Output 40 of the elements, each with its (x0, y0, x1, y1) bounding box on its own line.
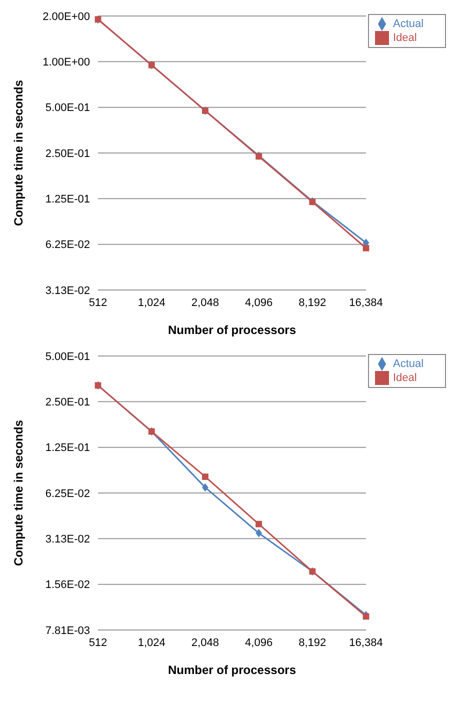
y-tick-label: 5.00E-01 (45, 350, 90, 363)
legend-label: Actual (393, 358, 424, 370)
legend-label: Ideal (393, 372, 417, 384)
y-tick-label: 1.56E-02 (45, 579, 90, 592)
x-tick-label: 512 (88, 636, 108, 649)
y-tick-label: 6.25E-02 (45, 488, 90, 500)
x-tick-label: 4,096 (245, 296, 273, 309)
y-tick-label: 7.81E-03 (45, 624, 90, 637)
y-tick-label: 2.50E-01 (45, 148, 90, 160)
point (202, 474, 208, 480)
y-tick-label: 6.25E-02 (45, 239, 90, 252)
x-tick-label: 512 (88, 296, 108, 309)
y-axis-title: Compute time in seconds (11, 80, 26, 226)
x-tick-label: 8,192 (298, 296, 326, 309)
x-tick-label: 8,192 (298, 636, 326, 649)
x-tick-label: 2,048 (191, 636, 219, 649)
legend-label: Actual (393, 18, 424, 30)
point (256, 528, 262, 538)
point (362, 244, 370, 252)
y-tick-label: 1.25E-01 (45, 194, 90, 206)
x-tick-label: 16,384 (349, 296, 383, 309)
point (256, 520, 262, 528)
y-tick-label: 2.00E+00 (42, 10, 90, 23)
x-tick-label: 16,384 (349, 636, 383, 649)
x-tick-label: 4,096 (245, 636, 273, 649)
legend-label: Ideal (393, 32, 417, 44)
y-axis-title: Compute time in seconds (11, 420, 26, 566)
x-axis-title: Number of processors (168, 323, 296, 337)
point (362, 613, 370, 620)
y-tick-label: 5.00E-01 (45, 102, 90, 114)
x-tick-label: 1,024 (138, 296, 166, 309)
point (202, 483, 208, 492)
y-tick-label: 3.13E-02 (45, 534, 90, 546)
y-tick-label: 1.00E+00 (42, 56, 90, 69)
y-tick-label: 1.25E-01 (45, 442, 90, 454)
x-tick-label: 1,024 (138, 636, 166, 649)
y-tick-label: 3.13E-02 (45, 284, 90, 297)
x-tick-label: 2,048 (191, 296, 219, 309)
y-tick-label: 2.50E-01 (45, 396, 90, 409)
x-axis-title: Number of processors (168, 663, 296, 677)
